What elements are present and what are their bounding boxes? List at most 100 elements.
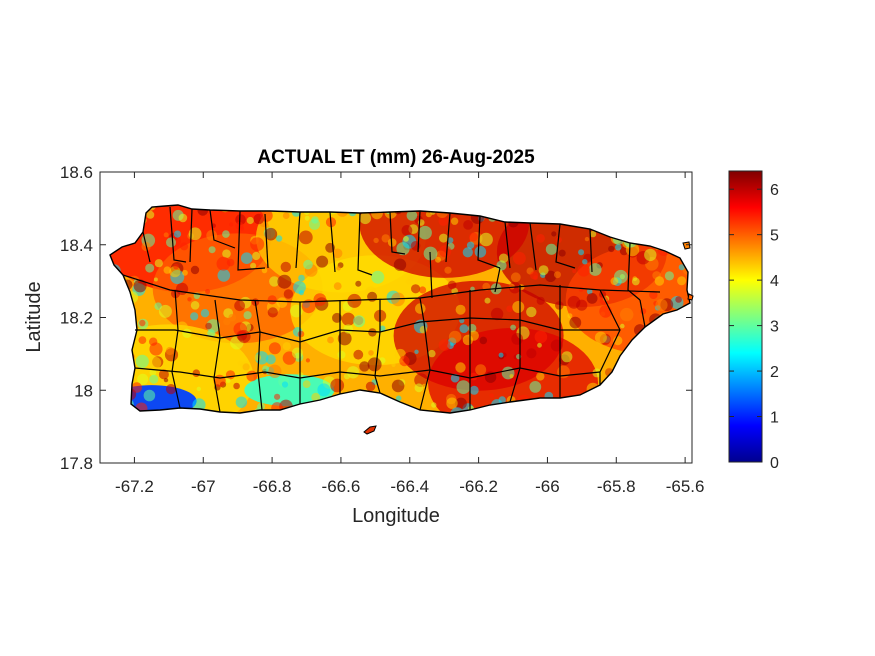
- heatmap-speckle: [277, 274, 292, 289]
- heatmap-speckle: [489, 393, 494, 398]
- heatmap-speckle: [444, 266, 452, 274]
- heatmap-speckle: [280, 261, 291, 273]
- heatmap-speckle: [283, 289, 294, 299]
- heatmap-speckle: [268, 342, 281, 355]
- heatmap-speckle: [302, 380, 311, 388]
- x-axis-label: Longitude: [352, 505, 440, 527]
- heatmap-speckle: [599, 305, 612, 318]
- heatmap-speckle: [419, 286, 427, 294]
- heatmap-speckle: [664, 271, 675, 281]
- heatmap-speckle: [381, 234, 390, 243]
- heatmap-speckle: [149, 374, 159, 384]
- heatmap-speckle: [391, 292, 405, 307]
- heatmap-speckle: [536, 372, 545, 381]
- heatmap-speckle: [282, 342, 291, 351]
- heatmap-speckle: [373, 237, 379, 244]
- heatmap-speckle: [367, 357, 382, 372]
- x-tick-label: -66.8: [253, 477, 292, 496]
- heatmap-speckle: [254, 354, 262, 361]
- heatmap-speckle: [234, 300, 246, 312]
- heatmap-speckle: [537, 342, 542, 348]
- heatmap-speckle: [163, 232, 169, 238]
- heatmap-speckle: [589, 230, 597, 238]
- heatmap-speckle: [536, 296, 545, 305]
- heatmap-speckle: [463, 220, 473, 230]
- heatmap-speckle: [510, 324, 516, 331]
- heatmap-speckle: [200, 309, 210, 318]
- colorbar-tick-label: 2: [770, 364, 779, 381]
- heatmap-speckle: [555, 301, 564, 310]
- heatmap-speckle: [498, 352, 504, 358]
- heatmap-speckle: [468, 232, 478, 242]
- heatmap-speckle: [173, 230, 182, 238]
- heatmap-speckle: [143, 389, 156, 402]
- heatmap-speckle: [149, 369, 157, 376]
- heatmap-speckle: [428, 349, 436, 358]
- heatmap-speckle: [439, 245, 452, 258]
- heatmap-speckle: [206, 230, 218, 241]
- heatmap-speckle: [274, 393, 281, 400]
- heatmap-speckle: [448, 330, 462, 344]
- heatmap-speckle: [261, 267, 268, 274]
- heatmap-speckle: [534, 330, 548, 344]
- heatmap-speckle: [305, 358, 310, 363]
- heatmap-speckle: [588, 263, 602, 276]
- y-tick-label: 18: [74, 381, 93, 400]
- heatmap-speckle: [435, 256, 441, 263]
- heatmap-speckle: [265, 354, 276, 365]
- x-tick-label: -65.6: [666, 477, 705, 496]
- heatmap-speckle: [267, 295, 277, 305]
- heatmap-speckle: [586, 288, 593, 295]
- heatmap-speckle: [558, 249, 566, 257]
- heatmap-speckle: [180, 242, 189, 251]
- heatmap-speckle: [355, 280, 362, 287]
- colorbar-tick-label: 4: [770, 273, 779, 290]
- heatmap-speckle: [431, 402, 437, 408]
- heatmap-speckle: [608, 245, 615, 253]
- heatmap-speckle: [631, 277, 640, 286]
- heatmap-speckle: [149, 337, 158, 346]
- y-tick-label: 17.8: [60, 454, 93, 473]
- heatmap-speckle: [275, 235, 283, 242]
- heatmap-speckle: [439, 233, 448, 243]
- heatmap-speckle: [182, 328, 192, 338]
- heatmap-speckle: [303, 259, 313, 270]
- heatmap-speckle: [290, 304, 303, 318]
- heatmap-speckle: [479, 232, 493, 247]
- heatmap-speckle: [391, 362, 396, 367]
- heatmap-speckle: [484, 297, 491, 304]
- heatmap-speckle: [469, 372, 478, 381]
- heatmap-speckle: [298, 274, 305, 282]
- heatmap-speckle: [395, 395, 402, 402]
- heatmap-speckle: [206, 319, 220, 333]
- heatmap-speckle: [414, 349, 419, 354]
- heatmap-speckle: [418, 225, 432, 240]
- heatmap-speckle: [538, 265, 549, 276]
- heatmap-speckle: [188, 227, 202, 241]
- heatmap-speckle: [228, 313, 237, 322]
- heatmap-speckle: [182, 269, 188, 276]
- heatmap-speckle: [456, 380, 471, 394]
- heatmap-speckle: [281, 381, 289, 388]
- heatmap-speckle: [229, 222, 234, 227]
- heatmap-speckle: [654, 276, 665, 286]
- heatmap-speckle: [226, 378, 231, 383]
- heatmap-speckle: [269, 276, 280, 287]
- heatmap-speckle: [225, 370, 236, 380]
- heatmap-speckle: [137, 373, 149, 385]
- heatmap-speckle: [207, 329, 216, 338]
- heatmap-speckle: [246, 370, 258, 382]
- heatmap-speckle: [569, 316, 582, 329]
- heatmap-speckle: [190, 301, 200, 310]
- heatmap-speckle: [586, 293, 598, 304]
- heatmap-speckle: [577, 264, 591, 277]
- heatmap-speckle: [545, 243, 558, 255]
- heatmap-speckle: [379, 325, 386, 332]
- heatmap-speckle: [163, 266, 171, 274]
- heatmap-speckle: [576, 299, 588, 311]
- heatmap-speckle: [406, 210, 418, 221]
- heatmap-speckle: [252, 251, 261, 261]
- heatmap-speckle: [223, 317, 231, 326]
- heatmap-speckle: [584, 236, 590, 242]
- y-axis-label: Latitude: [23, 281, 45, 352]
